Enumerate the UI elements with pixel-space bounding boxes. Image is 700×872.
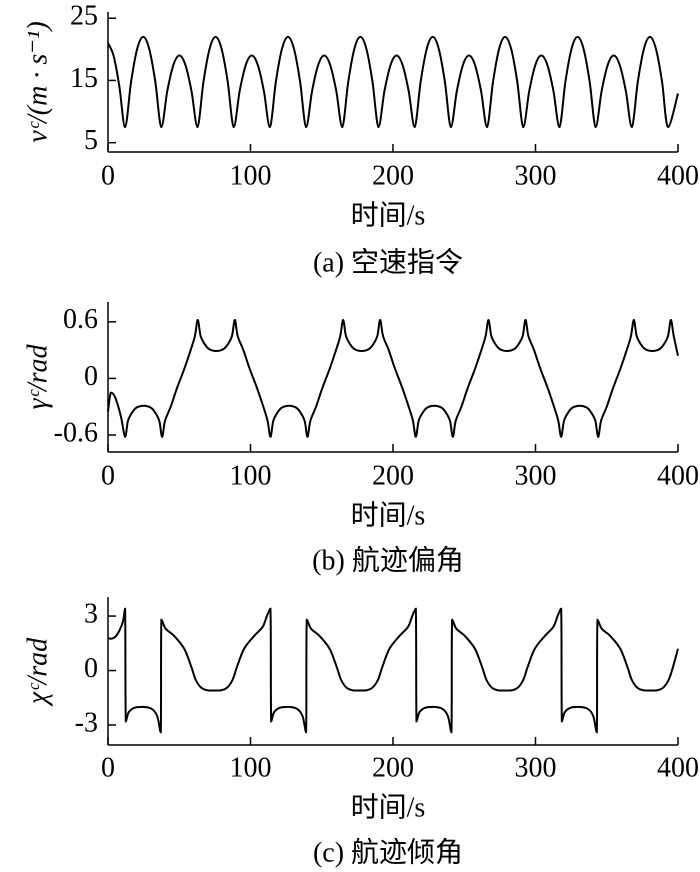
x-tick-label: 300 (515, 160, 557, 191)
caption: (b) 航迹偏角 (312, 544, 464, 576)
x-tick-label: 300 (515, 460, 557, 491)
x-tick-label: 200 (372, 460, 414, 491)
y-tick-label: 3 (84, 598, 98, 629)
y-tick-label: 15 (70, 63, 98, 94)
y-tick-label: -3 (75, 707, 98, 738)
caption: (c) 航迹倾角 (313, 836, 463, 868)
x-tick-label: 0 (101, 160, 115, 191)
data-line (107, 318, 679, 438)
x-tick-label: 100 (230, 460, 272, 491)
y-tick-label: 0 (84, 653, 98, 684)
y-tick-label: 25 (70, 1, 98, 32)
x-tick-label: 200 (372, 752, 414, 783)
data-line (107, 35, 679, 129)
y-tick-label: 0.6 (63, 304, 98, 335)
x-tick-label: 100 (230, 160, 272, 191)
x-tick-label: 400 (657, 460, 699, 491)
x-axis-label: 时间/s (351, 199, 426, 231)
x-tick-label: 100 (230, 752, 272, 783)
x-tick-label: 400 (657, 160, 699, 191)
caption: (a) 空速指令 (313, 246, 463, 278)
x-axis-label: 时间/s (351, 791, 426, 823)
x-axis-label: 时间/s (351, 499, 426, 531)
y-tick-label: 5 (84, 125, 98, 156)
x-tick-label: 300 (515, 752, 557, 783)
x-tick-label: 0 (101, 752, 115, 783)
x-tick-label: 200 (372, 160, 414, 191)
y-tick-label: -0.6 (54, 417, 98, 448)
y-axis-label: χᶜ/rad (22, 637, 53, 707)
x-tick-label: 0 (101, 460, 115, 491)
x-tick-label: 400 (657, 752, 699, 783)
y-tick-label: 0 (84, 361, 98, 392)
y-axis-label: vᶜ/(m · s⁻¹) (22, 21, 53, 143)
data-line (107, 607, 679, 734)
y-axis-label: γᶜ/rad (22, 343, 53, 409)
